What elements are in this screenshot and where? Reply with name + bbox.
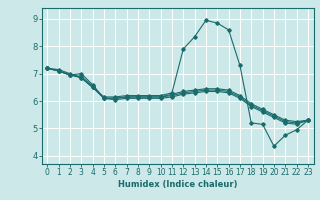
X-axis label: Humidex (Indice chaleur): Humidex (Indice chaleur): [118, 180, 237, 189]
